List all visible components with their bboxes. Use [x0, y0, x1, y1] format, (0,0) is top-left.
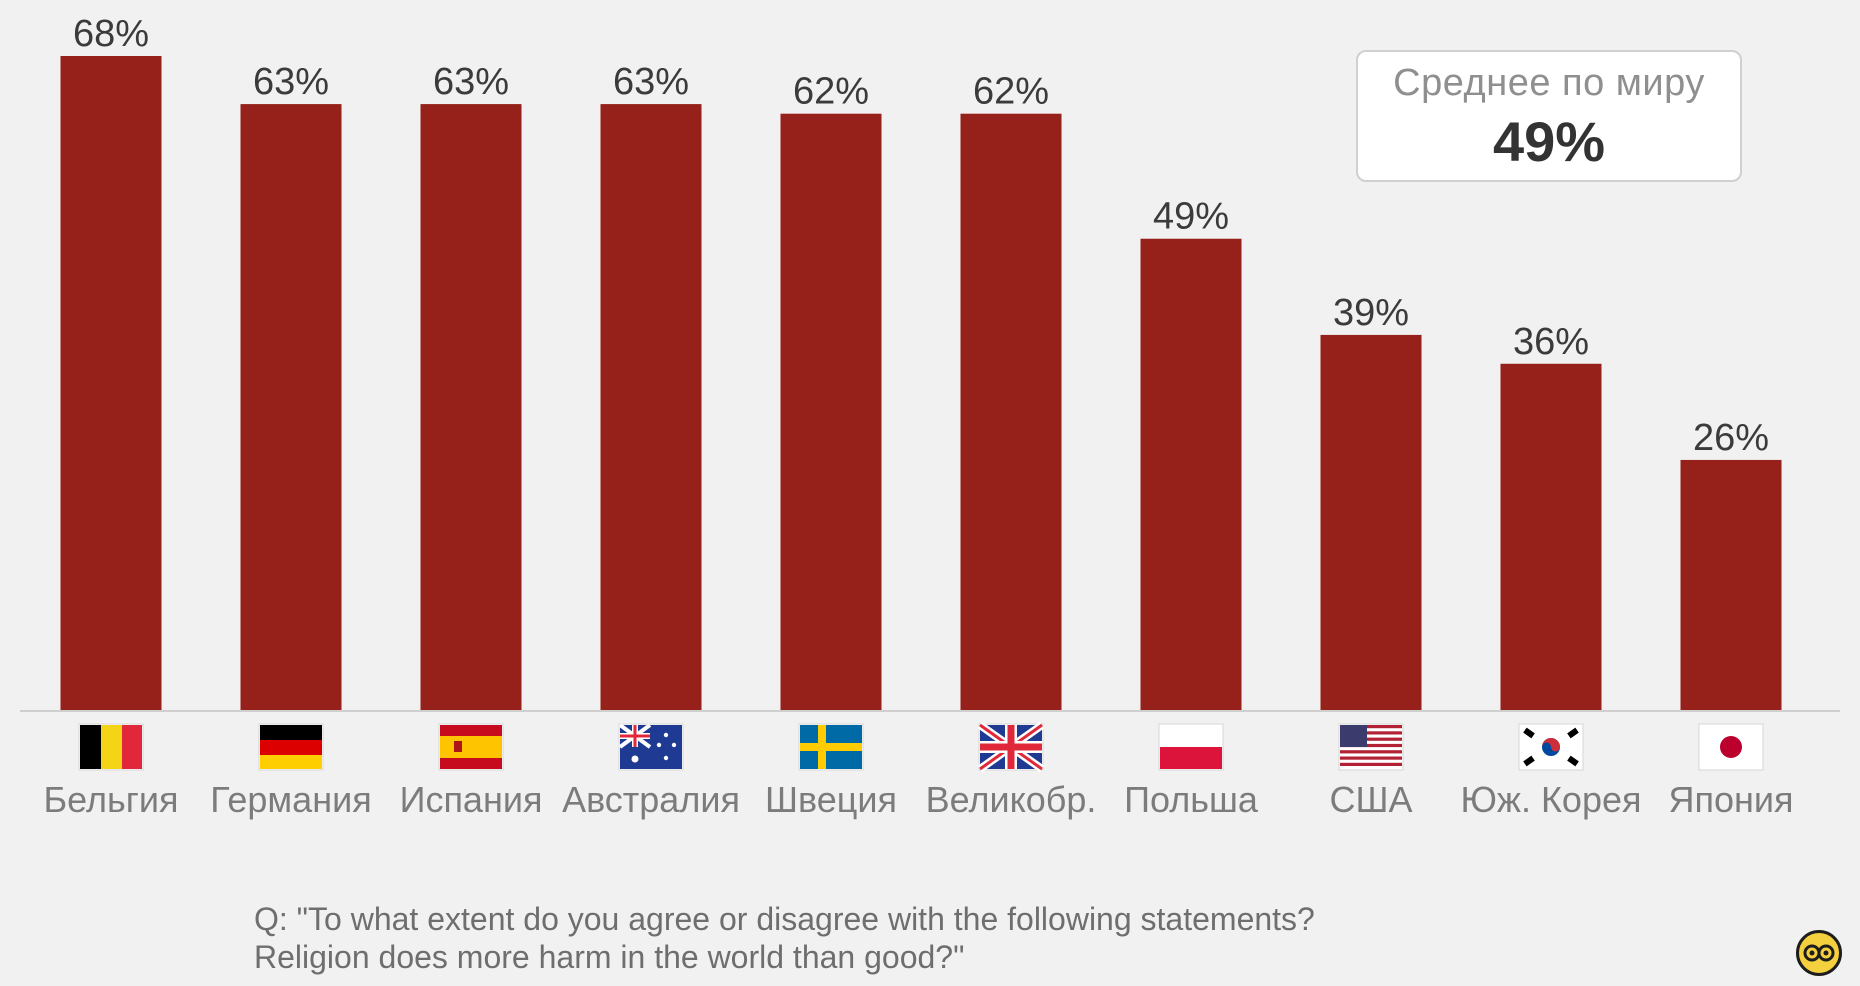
sweden-flag-icon — [798, 723, 864, 771]
uk-flag-icon — [977, 721, 1045, 773]
bar-1 — [60, 56, 162, 710]
bar-9 — [1500, 363, 1602, 710]
category-label: Испания — [400, 779, 543, 820]
bar-value-label: 36% — [1513, 321, 1589, 363]
world-average-box: Среднее по миру 49% — [1356, 50, 1742, 182]
bar-4 — [600, 104, 702, 710]
bar-value-label: 26% — [1693, 417, 1769, 459]
bar-10 — [1680, 459, 1782, 710]
survey-question-line-1: Q: "To what extent do you agree or disag… — [254, 901, 1315, 937]
south-korea-flag-icon — [1518, 723, 1584, 771]
category-label: Польша — [1124, 779, 1259, 820]
category-label: Германия — [210, 779, 371, 820]
bar-value-label: 63% — [433, 61, 509, 103]
belgium-flag-icon — [78, 723, 144, 771]
bar-3 — [420, 104, 522, 710]
category-label: Австралия — [562, 779, 740, 820]
category-label: Юж. Корея — [1461, 779, 1642, 820]
category-label: США — [1329, 779, 1412, 820]
category-label: Бельгия — [44, 779, 179, 820]
bar-value-label: 63% — [613, 61, 689, 103]
poland-flag-icon — [1158, 723, 1224, 771]
world-average-label: Среднее по миру — [1393, 62, 1705, 104]
bar-value-label: 62% — [793, 71, 869, 113]
bar-5 — [780, 113, 882, 711]
germany-flag-icon — [258, 723, 324, 771]
bar-value-label: 62% — [973, 71, 1049, 113]
category-label: Япония — [1669, 779, 1794, 820]
category-label: Швеция — [765, 779, 897, 820]
bar-2 — [240, 104, 342, 710]
bar-value-label: 68% — [73, 13, 149, 55]
bar-7 — [1140, 238, 1242, 710]
survey-question: Q: "To what extent do you agree or disag… — [254, 900, 1454, 976]
world-average-value: 49% — [1492, 110, 1606, 173]
category-label: Великобр. — [926, 779, 1097, 820]
spain-flag-icon — [438, 723, 504, 771]
bar-value-label: 49% — [1153, 196, 1229, 238]
bar-8 — [1320, 334, 1422, 710]
logo-icon — [1796, 930, 1842, 976]
australia-flag-icon — [618, 723, 684, 771]
usa-flag-icon — [1338, 723, 1404, 771]
survey-question-line-2: Religion does more harm in the world tha… — [254, 939, 965, 975]
bar-value-label: 63% — [253, 61, 329, 103]
japan-flag-icon — [1698, 723, 1764, 771]
bar-value-label: 39% — [1333, 292, 1409, 334]
bar-6 — [960, 113, 1062, 711]
